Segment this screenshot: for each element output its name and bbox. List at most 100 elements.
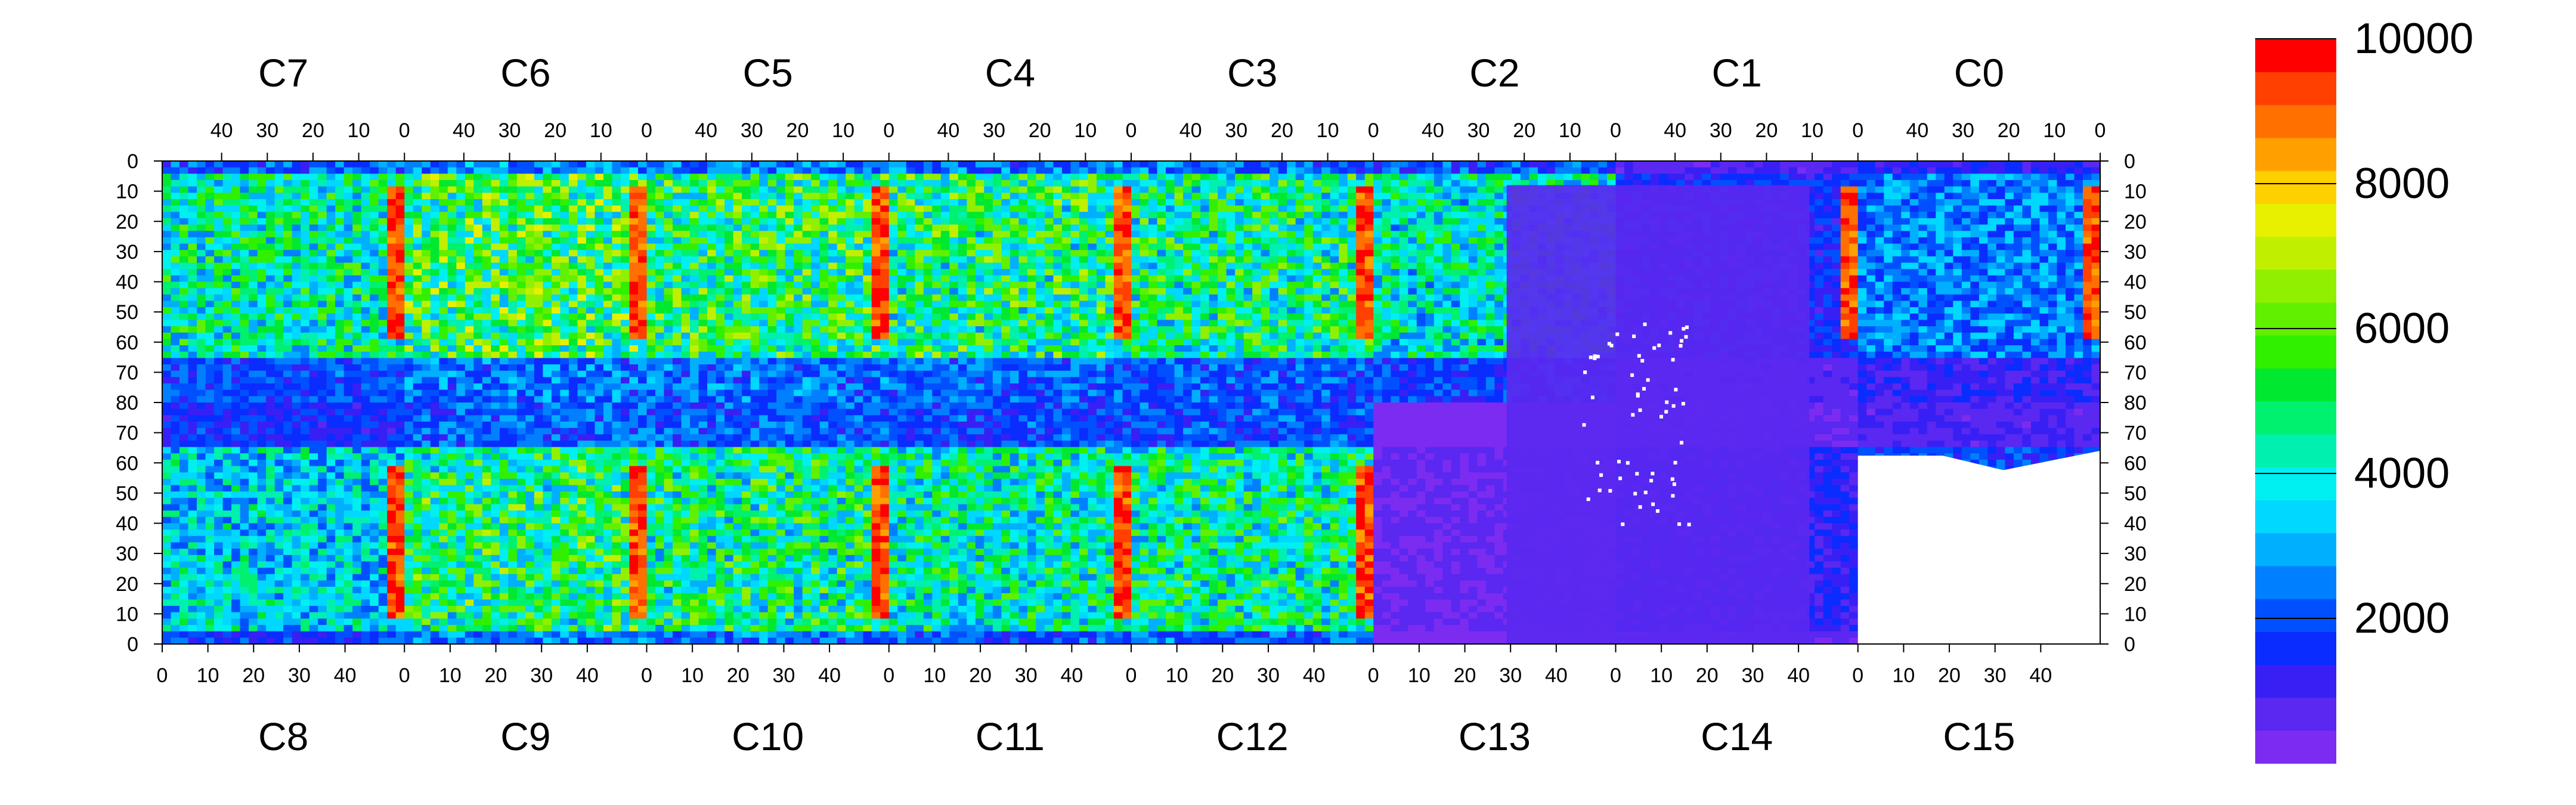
heatmap-cell: [188, 224, 197, 231]
heatmap-cell: [482, 351, 491, 358]
heatmap-cell: [1157, 186, 1166, 193]
heatmap-cell: [802, 320, 812, 327]
heatmap-cell: [949, 351, 959, 358]
heatmap-cell: [1243, 174, 1253, 181]
heatmap-cell: [568, 326, 578, 333]
heatmap-cell: [1330, 218, 1339, 225]
heatmap-cell: [1295, 179, 1305, 187]
heatmap-cell: [785, 218, 794, 225]
heatmap-cell: [811, 243, 821, 250]
heatmap-cell: [318, 377, 327, 384]
heatmap-cell: [1200, 320, 1210, 327]
heatmap-cell: [1330, 186, 1339, 193]
heatmap-cell: [759, 345, 769, 352]
heatmap-cell: [222, 326, 232, 333]
heatmap-cell: [516, 199, 526, 206]
heatmap-cell: [1096, 218, 1106, 225]
heatmap-cell: [690, 243, 699, 250]
heatmap-cell: [958, 243, 967, 250]
heatmap-cell: [370, 332, 379, 340]
heatmap-cell: [940, 351, 950, 358]
heatmap-cell: [767, 294, 777, 302]
heatmap-cell: [802, 301, 812, 308]
heatmap-cell: [837, 351, 846, 358]
heatmap-cell: [516, 237, 526, 244]
heatmap-cell: [776, 281, 786, 289]
heatmap-cell: [794, 294, 803, 302]
heatmap-cell: [846, 231, 855, 238]
heatmap-cell: [1243, 231, 1253, 238]
heatmap-cell: [629, 294, 639, 302]
heatmap-cell: [828, 281, 838, 289]
heatmap-cell: [343, 243, 353, 250]
heatmap-cell: [309, 345, 318, 352]
heatmap-cell: [819, 294, 829, 302]
heatmap-cell: [1304, 320, 1314, 327]
heatmap-cell: [413, 332, 422, 340]
heatmap-cell: [664, 377, 673, 384]
heatmap-cell: [612, 193, 621, 200]
heatmap-cell: [301, 186, 310, 193]
heatmap-cell: [1131, 288, 1141, 295]
heatmap-cell: [603, 370, 613, 377]
heatmap-cell: [1079, 205, 1089, 212]
heatmap-cell: [940, 193, 950, 200]
heatmap-cell: [439, 237, 448, 244]
heatmap-cell: [1356, 301, 1366, 308]
heatmap-cell: [465, 320, 474, 327]
heatmap-cell: [906, 256, 915, 264]
heatmap-cell: [1018, 383, 1028, 391]
heatmap-cell: [577, 377, 587, 384]
heatmap-cell: [162, 301, 172, 308]
heatmap-cell: [750, 370, 760, 377]
heatmap-cell: [197, 193, 206, 200]
heatmap-cell: [595, 301, 604, 308]
heatmap-cell: [1096, 281, 1106, 289]
heatmap-cell: [413, 179, 422, 187]
heatmap-cell: [837, 256, 846, 264]
heatmap-cell: [1131, 256, 1141, 264]
heatmap-cell: [767, 281, 777, 289]
heatmap-cell: [343, 218, 353, 225]
heatmap-cell: [257, 281, 267, 289]
heatmap-cell: [1209, 262, 1218, 270]
heatmap-cell: [863, 307, 872, 314]
heatmap-cell: [984, 161, 993, 168]
heatmap-cell: [422, 326, 431, 333]
heatmap-cell: [940, 288, 950, 295]
heatmap-cell: [863, 294, 872, 302]
heatmap-cell: [1235, 237, 1244, 244]
heatmap-cell: [1148, 205, 1158, 212]
heatmap-cell: [491, 224, 500, 231]
heatmap-cell: [1200, 275, 1210, 283]
heatmap-cell: [906, 174, 915, 181]
heatmap-cell: [776, 383, 786, 391]
heatmap-cell: [413, 339, 422, 346]
heatmap-cell: [1270, 262, 1279, 270]
heatmap-cell: [508, 212, 518, 219]
heatmap-cell: [1027, 345, 1036, 352]
heatmap-cell: [352, 193, 362, 200]
heatmap-cell: [1200, 256, 1210, 264]
heatmap-cell: [846, 301, 855, 308]
heatmap-cell: [1200, 205, 1210, 212]
heatmap-cell: [620, 351, 630, 358]
heatmap-cell: [543, 281, 552, 289]
heatmap-cell: [897, 358, 907, 365]
heatmap-cell: [413, 396, 422, 403]
heatmap-cell: [984, 237, 993, 244]
heatmap-cell: [681, 383, 691, 391]
heatmap-cell: [1096, 224, 1106, 231]
heatmap-cell: [967, 294, 976, 302]
heatmap-cell: [456, 174, 466, 181]
heatmap-cell: [595, 313, 604, 321]
heatmap-cell: [240, 243, 249, 250]
heatmap-cell: [1364, 212, 1374, 219]
heatmap-cell: [197, 281, 206, 289]
heatmap-cell: [205, 294, 215, 302]
heatmap-cell: [274, 262, 284, 270]
heatmap-cell: [1105, 307, 1114, 314]
heatmap-cell: [171, 339, 180, 346]
heatmap-cell: [162, 275, 172, 283]
heatmap-cell: [240, 275, 249, 283]
